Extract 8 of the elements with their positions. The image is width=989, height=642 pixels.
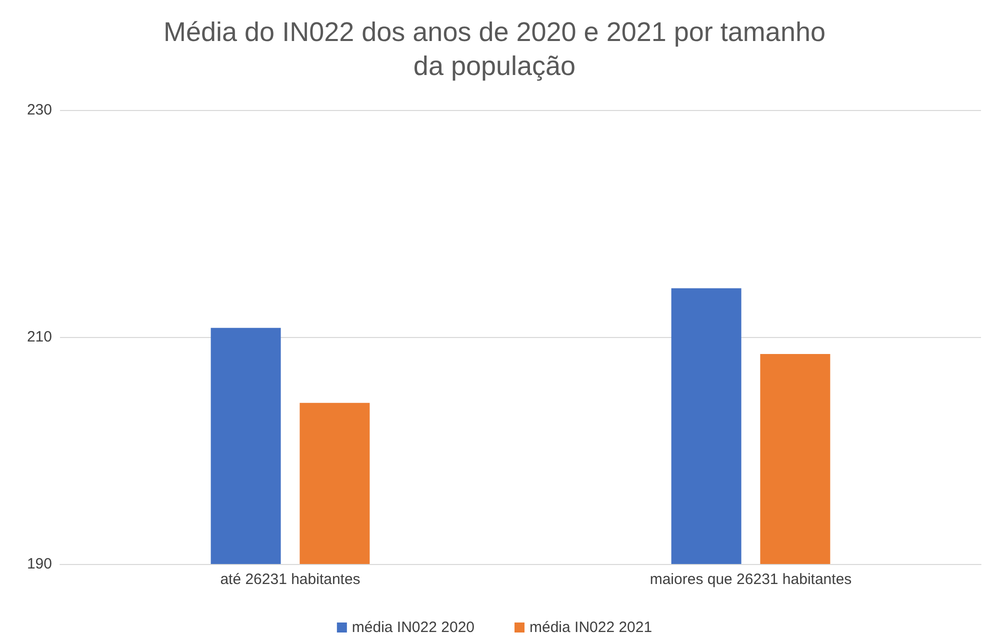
y-tick-label: 230 [26,102,52,118]
legend-label: média IN022 2021 [530,619,652,636]
y-tick-label: 210 [26,328,52,346]
x-tick-label: maiores que 26231 habitantes [650,571,852,588]
x-tick-label: até 26231 habitantes [220,571,360,588]
chart-title: Média do IN022 dos anos de 2020 e 2021 por tamanho da população [164,17,826,81]
y-tick-label: 190 [26,556,52,572]
legend-label: média IN022 2020 [352,619,475,636]
